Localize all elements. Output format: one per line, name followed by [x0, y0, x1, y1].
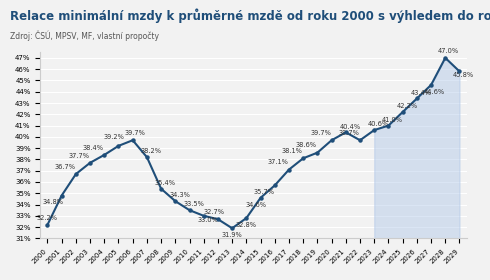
- Text: 33.5%: 33.5%: [183, 201, 204, 207]
- Text: 35.7%: 35.7%: [253, 189, 274, 195]
- Text: Zdroj: ČSÚ, MPSV, MF, vlastní propočty: Zdroj: ČSÚ, MPSV, MF, vlastní propočty: [10, 31, 159, 41]
- Text: 45.8%: 45.8%: [453, 72, 474, 78]
- Text: 39.7%: 39.7%: [310, 130, 331, 136]
- Text: 32.8%: 32.8%: [236, 222, 257, 228]
- Text: 38.6%: 38.6%: [296, 143, 317, 148]
- Text: 33.0%: 33.0%: [197, 217, 219, 223]
- Text: 37.7%: 37.7%: [69, 153, 90, 159]
- Text: 38.1%: 38.1%: [282, 148, 302, 154]
- Text: 32.7%: 32.7%: [203, 209, 224, 215]
- Text: 34.3%: 34.3%: [169, 192, 190, 199]
- Text: 40.4%: 40.4%: [340, 123, 361, 130]
- Text: 32.2%: 32.2%: [37, 215, 58, 221]
- Text: Relace minimální mzdy k průměrné mzdě od roku 2000 s výhledem do roku 2029: Relace minimální mzdy k průměrné mzdě od…: [10, 8, 490, 23]
- Text: 38.2%: 38.2%: [141, 148, 162, 154]
- Text: 41.0%: 41.0%: [382, 117, 403, 123]
- Text: 39.7%: 39.7%: [125, 130, 146, 136]
- Text: 44.6%: 44.6%: [423, 89, 444, 95]
- Text: 40.6%: 40.6%: [368, 121, 389, 127]
- Text: 39.7%: 39.7%: [339, 130, 359, 136]
- Text: 38.4%: 38.4%: [83, 145, 104, 151]
- Text: 39.2%: 39.2%: [104, 134, 125, 140]
- Text: 31.9%: 31.9%: [222, 232, 243, 238]
- Text: 37.1%: 37.1%: [268, 159, 288, 165]
- Text: 43.4%: 43.4%: [411, 90, 432, 96]
- Text: 42.2%: 42.2%: [396, 103, 417, 109]
- Text: 35.4%: 35.4%: [155, 180, 176, 186]
- Text: 47.0%: 47.0%: [438, 48, 459, 54]
- Text: 36.7%: 36.7%: [54, 164, 75, 170]
- Text: 34.8%: 34.8%: [43, 199, 64, 205]
- Text: 34.6%: 34.6%: [246, 202, 267, 207]
